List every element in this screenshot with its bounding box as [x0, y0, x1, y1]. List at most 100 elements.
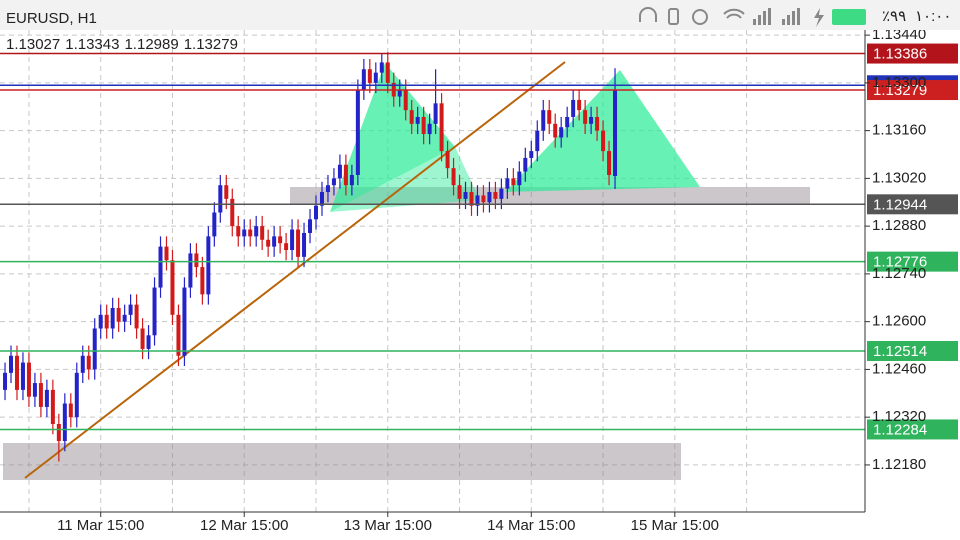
candle-body [62, 403, 67, 442]
y-tick-label: 1.12180 [872, 456, 926, 473]
candle-body [80, 355, 85, 373]
pattern-triangle [330, 147, 480, 212]
y-tick-label: 1.13160 [872, 122, 926, 139]
level-label: 1.13279 [873, 82, 927, 99]
level-label-box [867, 340, 958, 361]
candle-body [50, 389, 55, 424]
candle-body [331, 178, 336, 186]
candle-body [349, 174, 354, 186]
candle-body [26, 362, 31, 397]
signal-bar [763, 11, 766, 25]
candle-body [481, 195, 486, 203]
alarm-icon [692, 9, 708, 25]
candle-body [134, 304, 139, 329]
candle-body [182, 287, 187, 356]
y-tick-label: 1.12740 [872, 265, 926, 282]
candle-body [565, 116, 570, 128]
candle-body [523, 157, 528, 172]
candle-body [421, 116, 426, 135]
candle-body [517, 171, 522, 186]
candle-body [188, 253, 193, 288]
candle-body [92, 328, 97, 370]
candle-body [373, 72, 378, 83]
levels: 1.12944 1.12776 1.12514 1.12284 1.13386 1.132… [0, 43, 958, 440]
candle-body [212, 212, 217, 237]
candle-body [152, 287, 157, 336]
candle-body [571, 99, 576, 117]
status-icons [639, 7, 745, 25]
candle-body [170, 260, 175, 315]
level-label-box [867, 80, 958, 101]
candle-body [278, 236, 283, 244]
signal-bar [758, 15, 761, 25]
y-tick-label: 1.12460 [872, 360, 926, 377]
candle-body [296, 229, 301, 257]
candle-body [445, 151, 450, 169]
candle-body [511, 178, 516, 186]
candle-body [451, 168, 456, 186]
signal-bar [797, 8, 800, 25]
signal-bar [782, 19, 785, 25]
level-label-box [867, 419, 958, 440]
y-tick-label: 1.12600 [872, 313, 926, 330]
candle-body [140, 328, 145, 349]
candle-body [146, 335, 151, 349]
candle-body [242, 229, 247, 237]
candle-body [200, 267, 205, 295]
candle-body [457, 185, 462, 199]
signal-bar [768, 8, 771, 25]
level-label-box [867, 194, 958, 215]
candle-body [505, 178, 510, 189]
candle-body [128, 304, 133, 315]
ohlc-high: 1.13343 [65, 36, 119, 53]
candle-body [194, 253, 199, 268]
candle-body [74, 372, 79, 418]
level-label: 1.13386 [873, 46, 927, 63]
grid [0, 30, 865, 512]
y-tick-label: 1.13440 [872, 26, 926, 43]
candle-body [260, 226, 265, 240]
candle-body [218, 185, 223, 213]
candle-body [427, 123, 432, 135]
axes: 1.12180 1.12320 1.12460 1.12600 1.12740 1.128… [57, 26, 926, 534]
clock: ۱۰:۰۰ [915, 8, 951, 25]
candle-body [475, 195, 480, 206]
x-tick-label: 11 Mar 15:00 [57, 517, 144, 534]
candle-body [409, 110, 414, 124]
candle-body [32, 383, 37, 397]
candle-body [266, 239, 271, 247]
candle-body [236, 226, 241, 237]
x-tick-label: 15 Mar 15:00 [631, 517, 719, 534]
candle-body [355, 89, 360, 175]
x-tick-label: 14 Mar 15:00 [487, 517, 575, 534]
wifi-icon [723, 8, 745, 19]
y-tick-label: 1.12320 [872, 408, 926, 425]
candle-body [403, 89, 408, 111]
candle-body [116, 308, 121, 322]
candle-body [397, 89, 402, 97]
battery-level: ٪۹۹ [882, 8, 906, 25]
vibrate-icon [668, 8, 679, 25]
candle-body [104, 314, 109, 329]
candle-body [248, 229, 253, 237]
candle-body [319, 192, 324, 206]
y-tick-label: 1.12880 [872, 217, 926, 234]
candle-body [206, 236, 211, 295]
candle-body [493, 192, 498, 199]
candle-body [38, 383, 43, 407]
trend-line [24, 61, 566, 479]
pattern-triangle [330, 63, 455, 212]
candle-body [110, 308, 115, 329]
candle-body [3, 372, 8, 390]
ohlc-low: 1.12989 [124, 36, 178, 53]
x-tick-label: 12 Mar 15:00 [200, 517, 288, 534]
candle-body [164, 246, 169, 261]
candle-body [224, 185, 229, 199]
level-label-box [867, 43, 958, 64]
candle-body [529, 151, 534, 158]
candle-body [559, 127, 564, 138]
candle-body [325, 185, 330, 193]
level-label: 1.12776 [873, 254, 927, 271]
ohlc-open: 1.13027 [6, 36, 60, 53]
